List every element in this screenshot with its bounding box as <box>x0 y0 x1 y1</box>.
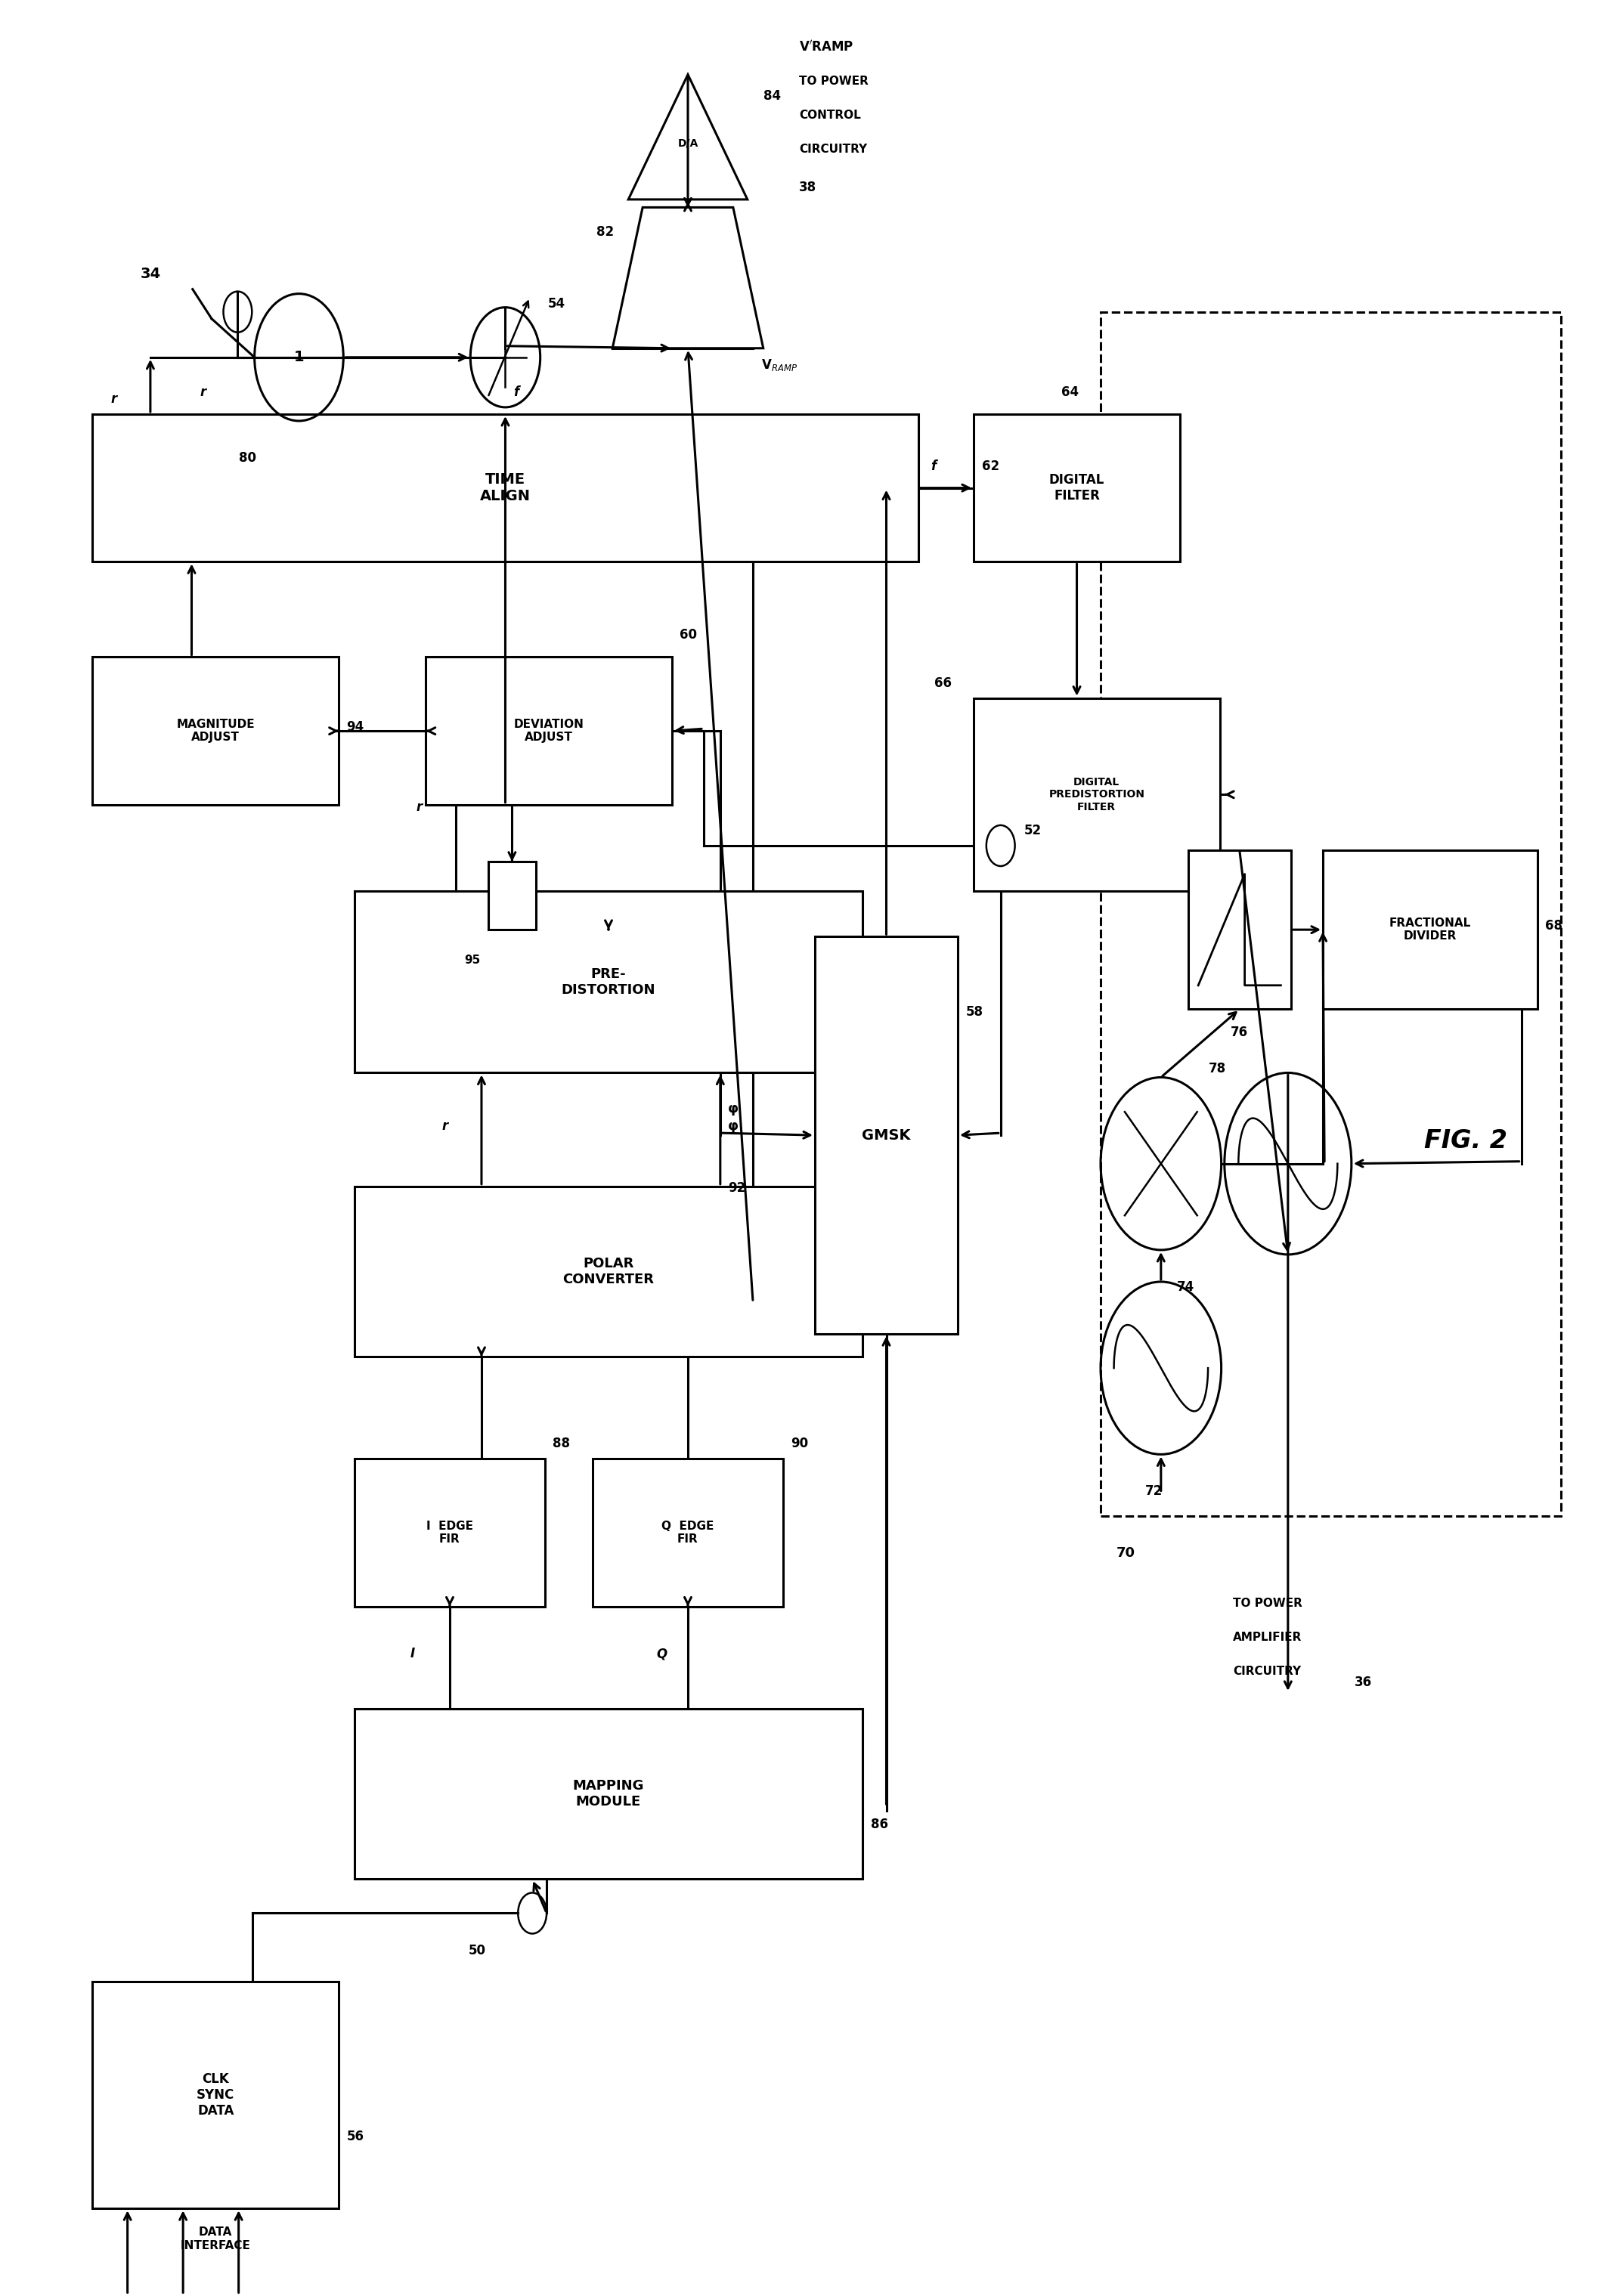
Text: CONTROL: CONTROL <box>799 110 861 122</box>
FancyBboxPatch shape <box>1323 850 1537 1010</box>
Polygon shape <box>612 207 764 349</box>
Text: 94: 94 <box>347 721 364 735</box>
Text: 1: 1 <box>294 349 304 365</box>
Text: D/A: D/A <box>678 138 698 149</box>
FancyBboxPatch shape <box>815 937 957 1334</box>
Text: TO POWER: TO POWER <box>1232 1598 1302 1609</box>
Text: 66: 66 <box>933 675 951 689</box>
FancyBboxPatch shape <box>427 657 673 806</box>
Text: φ: φ <box>729 1102 738 1116</box>
Text: 60: 60 <box>679 629 697 643</box>
FancyBboxPatch shape <box>1187 850 1291 1010</box>
Text: 58: 58 <box>965 1006 983 1019</box>
Text: r: r <box>110 393 117 406</box>
FancyBboxPatch shape <box>489 861 535 930</box>
Text: I  EDGE
FIR: I EDGE FIR <box>427 1520 473 1545</box>
FancyBboxPatch shape <box>973 698 1219 891</box>
Text: CLK
SYNC
DATA: CLK SYNC DATA <box>197 2073 235 2117</box>
Text: I: I <box>411 1646 415 1660</box>
Text: 34: 34 <box>141 266 161 280</box>
FancyBboxPatch shape <box>355 1708 863 1878</box>
Text: φ: φ <box>729 1118 738 1132</box>
Text: PRE-
DISTORTION: PRE- DISTORTION <box>561 967 655 996</box>
Text: 95: 95 <box>465 955 481 967</box>
Polygon shape <box>628 73 748 200</box>
Text: r: r <box>200 386 206 400</box>
Text: Q  EDGE
FIR: Q EDGE FIR <box>662 1520 714 1545</box>
Text: r: r <box>417 801 422 815</box>
Text: 93: 93 <box>871 971 888 985</box>
FancyBboxPatch shape <box>1101 312 1561 1515</box>
Text: 92: 92 <box>871 1295 888 1309</box>
Text: 70: 70 <box>1117 1545 1136 1559</box>
FancyBboxPatch shape <box>355 1187 863 1357</box>
Text: 72: 72 <box>1146 1486 1163 1499</box>
Text: 82: 82 <box>596 225 614 239</box>
Text: 90: 90 <box>791 1437 809 1451</box>
FancyBboxPatch shape <box>93 657 339 806</box>
Text: 64: 64 <box>1061 386 1079 400</box>
Text: 50: 50 <box>468 1942 486 1956</box>
Text: 78: 78 <box>1208 1063 1226 1077</box>
Text: AMPLIFIER: AMPLIFIER <box>1232 1632 1302 1644</box>
Text: DIGITAL
FILTER: DIGITAL FILTER <box>1048 473 1104 503</box>
Text: CIRCUITRY: CIRCUITRY <box>799 145 868 156</box>
FancyBboxPatch shape <box>93 1981 339 2209</box>
Text: Q: Q <box>657 1646 666 1660</box>
Text: 86: 86 <box>871 1818 888 1830</box>
Text: V$_{RAMP}$: V$_{RAMP}$ <box>761 358 797 372</box>
Text: CIRCUITRY: CIRCUITRY <box>1234 1665 1301 1676</box>
Text: DIGITAL
PREDISTORTION
FILTER: DIGITAL PREDISTORTION FILTER <box>1048 776 1144 813</box>
Text: 36: 36 <box>1355 1676 1373 1690</box>
Text: 84: 84 <box>764 90 781 103</box>
Text: r: r <box>441 1118 447 1132</box>
Text: 54: 54 <box>548 296 566 310</box>
Text: 80: 80 <box>238 452 256 464</box>
FancyBboxPatch shape <box>593 1458 783 1607</box>
FancyBboxPatch shape <box>973 413 1179 563</box>
Text: TIME
ALIGN: TIME ALIGN <box>479 473 531 503</box>
Text: 62: 62 <box>981 459 999 473</box>
Text: TO POWER: TO POWER <box>799 76 868 87</box>
Text: GMSK: GMSK <box>861 1127 911 1143</box>
Text: 68: 68 <box>1545 918 1563 932</box>
Text: V$^{\prime}$RAMP: V$^{\prime}$RAMP <box>799 39 853 53</box>
Text: 56: 56 <box>347 2131 364 2144</box>
Text: DEVIATION
ADJUST: DEVIATION ADJUST <box>515 719 585 744</box>
Text: MAPPING
MODULE: MAPPING MODULE <box>572 1779 644 1809</box>
FancyBboxPatch shape <box>355 891 863 1072</box>
Text: DATA
INTERFACE: DATA INTERFACE <box>181 2227 251 2250</box>
Text: 76: 76 <box>1230 1026 1248 1040</box>
Text: f: f <box>930 459 936 473</box>
Text: 92: 92 <box>729 1182 746 1194</box>
FancyBboxPatch shape <box>93 413 919 563</box>
Text: 74: 74 <box>1176 1281 1194 1295</box>
Text: 52: 52 <box>1024 824 1042 838</box>
Text: f: f <box>513 386 519 400</box>
Text: FIG. 2: FIG. 2 <box>1424 1127 1507 1153</box>
Text: MAGNITUDE
ADJUST: MAGNITUDE ADJUST <box>176 719 254 744</box>
Text: FRACTIONAL
DIVIDER: FRACTIONAL DIVIDER <box>1389 918 1470 941</box>
Text: 38: 38 <box>799 181 817 195</box>
FancyBboxPatch shape <box>355 1458 545 1607</box>
Text: 88: 88 <box>553 1437 570 1451</box>
Text: POLAR
CONVERTER: POLAR CONVERTER <box>562 1256 654 1286</box>
